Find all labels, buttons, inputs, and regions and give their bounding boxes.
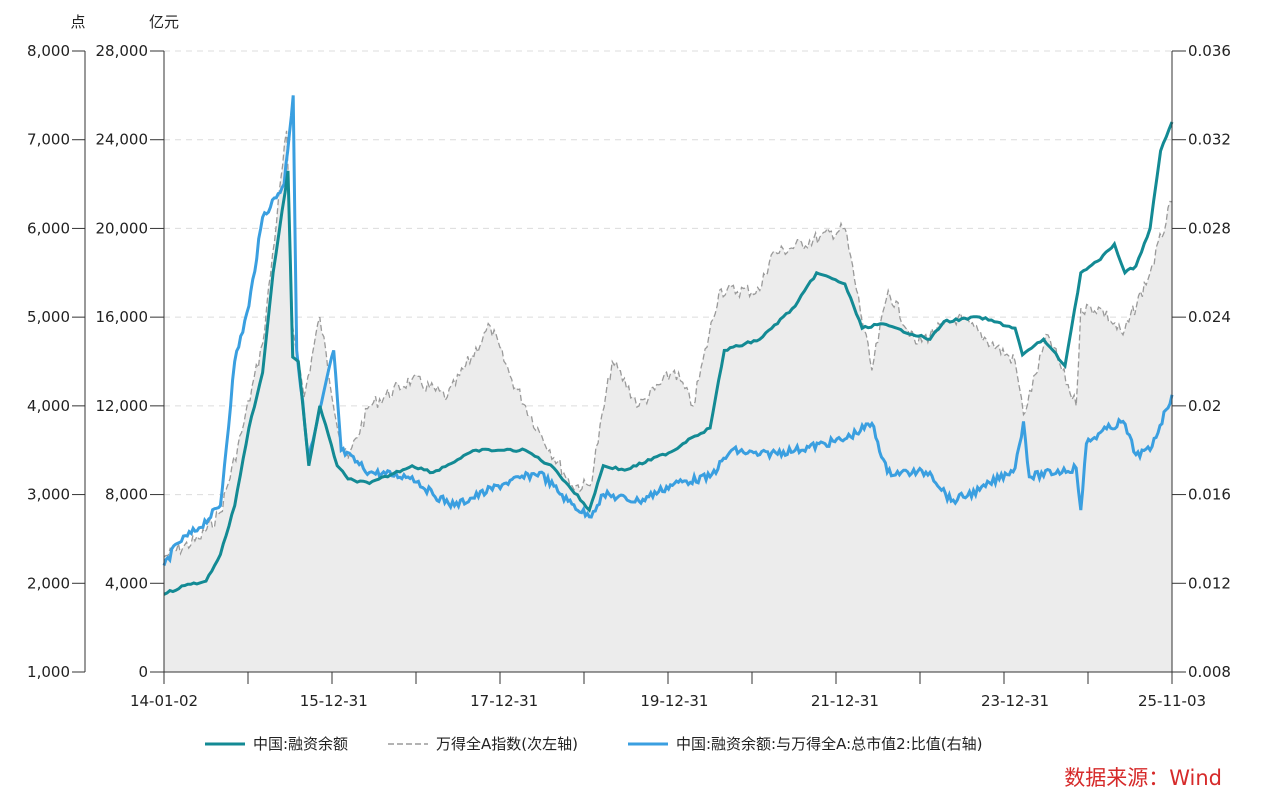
y-tick-label: 2,000 [27,574,70,592]
y-tick-label: 8,000 [27,42,70,60]
x-tick-label: 14-01-02 [130,692,198,710]
y-tick-label: 0.024 [1188,308,1231,326]
source-note: 数据来源：Wind [1064,766,1222,790]
y-tick-label: 0.012 [1188,574,1231,592]
y-tick-label: 20,000 [96,219,149,237]
y-tick-label: 16,000 [96,308,149,326]
y-tick-label: 4,000 [105,574,148,592]
x-tick-label: 23-12-31 [981,692,1049,710]
y-tick-label: 7,000 [27,131,70,149]
unit-left-outer: 点 [70,13,85,31]
y-tick-label: 0.036 [1188,42,1231,60]
legend-label-ratio: 中国:融资余额:与万得全A:总市值2:比值(右轴) [676,735,982,753]
y-tick-label: 0.02 [1188,397,1221,415]
y-tick-label: 0 [138,663,148,681]
x-tick-label: 19-12-31 [640,692,708,710]
x-tick-label: 21-12-31 [811,692,879,710]
y-tick-label: 0.008 [1188,663,1231,681]
y-tick-label: 0.028 [1188,219,1231,237]
y-tick-label: 12,000 [96,397,149,415]
y-axis-left-inner: 0 4,000 8,000 12,000 16,000 20,000 24,000 28,00… [96,42,164,681]
y-tick-label: 3,000 [27,486,70,504]
y-tick-label: 6,000 [27,219,70,237]
y-tick-label: 5,000 [27,308,70,326]
y-axis-left-outer: 1,000 2,000 3,000 4,000 5,000 6,000 7,000 8,000 [27,42,85,681]
x-tick-label: 15-12-31 [300,692,368,710]
series-index-line [163,130,1173,558]
y-tick-label: 4,000 [27,397,70,415]
x-axis: 14-01-02 15-12-31 17-12-31 19-12-31 21-12-31… [130,672,1206,710]
y-tick-label: 0.032 [1188,131,1231,149]
y-tick-label: 0.016 [1188,486,1231,504]
x-tick-label: 25-11-03 [1138,692,1206,710]
y-tick-label: 1,000 [27,663,70,681]
unit-left-inner: 亿元 [149,13,179,31]
series-margin-balance-line [163,121,1174,596]
legend-label-index: 万得全A指数(次左轴) [436,735,578,753]
legend: 中国:融资余额 万得全A指数(次左轴) 中国:融资余额:与万得全A:总市值2:比… [205,735,982,753]
index-area-fill [164,130,1172,673]
y-tick-label: 8,000 [105,486,148,504]
y-tick-label: 28,000 [96,42,149,60]
x-tick-label: 17-12-31 [470,692,538,710]
series-ratio-line [162,95,1174,566]
legend-label-margin: 中国:融资余额 [253,735,348,753]
y-tick-label: 24,000 [96,131,149,149]
y-axis-right: 0.008 0.012 0.016 0.02 0.024 0.028 0.032 0.036 [1172,42,1231,681]
